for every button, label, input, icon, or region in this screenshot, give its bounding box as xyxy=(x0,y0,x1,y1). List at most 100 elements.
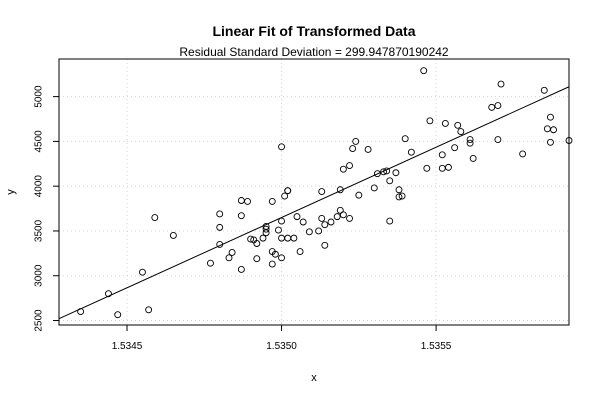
data-point xyxy=(386,177,394,185)
data-point xyxy=(543,125,551,133)
data-point xyxy=(466,139,474,147)
data-point xyxy=(278,254,285,262)
data-point xyxy=(547,138,554,146)
data-point xyxy=(441,120,449,127)
data-point xyxy=(497,80,505,88)
data-point xyxy=(207,259,214,267)
data-point xyxy=(228,249,236,256)
data-point xyxy=(423,164,431,172)
data-point xyxy=(237,197,245,204)
data-point xyxy=(321,221,329,229)
data-point xyxy=(550,126,557,134)
data-point xyxy=(139,268,146,276)
y-tick-label: 2500 xyxy=(34,309,45,332)
fit-line-group xyxy=(58,86,570,320)
data-point xyxy=(305,228,313,236)
data-point xyxy=(225,254,233,262)
data-point xyxy=(339,211,347,219)
data-point xyxy=(77,308,85,316)
x-tick-label: 1.5345 xyxy=(112,341,143,352)
data-point xyxy=(398,192,406,200)
y-tick-label: 3000 xyxy=(34,264,45,287)
chart-subtitle: Residual Standard Deviation = 299.947870… xyxy=(179,45,449,59)
data-points xyxy=(77,67,573,319)
data-point xyxy=(494,136,502,144)
data-point xyxy=(275,226,282,234)
data-point xyxy=(114,311,122,319)
grid-lines xyxy=(59,59,569,325)
x-axis-label: x xyxy=(311,372,317,384)
data-point xyxy=(318,188,326,196)
data-point xyxy=(407,148,415,156)
data-point xyxy=(364,146,372,153)
fit-line xyxy=(58,86,570,320)
data-point xyxy=(420,67,428,75)
data-point xyxy=(401,135,409,143)
data-point xyxy=(445,163,452,171)
data-point xyxy=(519,150,527,158)
data-point xyxy=(278,217,285,225)
data-point xyxy=(355,191,363,199)
data-point xyxy=(216,240,224,248)
y-tick-label: 5000 xyxy=(34,85,45,108)
data-point xyxy=(262,223,270,230)
data-point xyxy=(268,260,276,268)
data-point xyxy=(488,103,496,111)
data-point xyxy=(386,217,394,225)
data-point xyxy=(349,145,357,153)
data-point xyxy=(318,214,326,222)
data-point xyxy=(469,154,477,162)
data-point xyxy=(547,113,554,121)
data-point xyxy=(346,162,353,170)
y-tick-label: 3500 xyxy=(34,219,45,242)
data-point xyxy=(380,168,387,176)
data-point xyxy=(352,137,360,145)
data-point xyxy=(392,169,400,177)
data-point xyxy=(253,255,261,263)
data-point xyxy=(333,213,341,221)
chart-title: Linear Fit of Transformed Data xyxy=(212,23,415,39)
data-point xyxy=(346,214,353,222)
data-point xyxy=(540,86,548,94)
data-point xyxy=(466,136,474,144)
data-point xyxy=(296,248,304,256)
x-axis: 1.5345 1.5350 1.5355 xyxy=(112,325,452,352)
data-point xyxy=(438,164,446,172)
y-axis: 2500 3000 3500 4000 4500 5000 xyxy=(34,85,59,332)
data-point xyxy=(105,290,112,298)
data-point xyxy=(237,266,245,273)
x-tick-label: 1.5355 xyxy=(421,341,452,352)
data-point xyxy=(457,128,465,135)
y-axis-label: y xyxy=(5,189,17,195)
data-point xyxy=(321,241,329,249)
data-point xyxy=(253,240,261,247)
data-point xyxy=(299,218,307,226)
data-point xyxy=(262,225,270,233)
data-point xyxy=(247,235,255,243)
data-point xyxy=(293,213,301,221)
data-point xyxy=(370,184,378,192)
data-point xyxy=(494,102,502,110)
data-point xyxy=(216,223,224,231)
data-point xyxy=(327,218,335,226)
data-point xyxy=(281,192,289,200)
data-point xyxy=(451,144,459,152)
data-point xyxy=(395,186,403,194)
x-tick-label: 1.5350 xyxy=(266,341,297,352)
data-point xyxy=(383,167,391,175)
data-point xyxy=(284,234,292,242)
data-point xyxy=(151,214,159,221)
data-point xyxy=(278,143,285,151)
data-point xyxy=(290,234,298,242)
data-point xyxy=(395,193,403,201)
data-point xyxy=(278,234,285,242)
data-point xyxy=(259,234,267,242)
y-tick-label: 4000 xyxy=(34,175,45,198)
data-point xyxy=(268,197,276,205)
data-point xyxy=(169,231,177,239)
data-point xyxy=(244,197,251,205)
data-point xyxy=(373,170,381,178)
data-point xyxy=(454,121,462,129)
plot-frame xyxy=(58,58,570,326)
